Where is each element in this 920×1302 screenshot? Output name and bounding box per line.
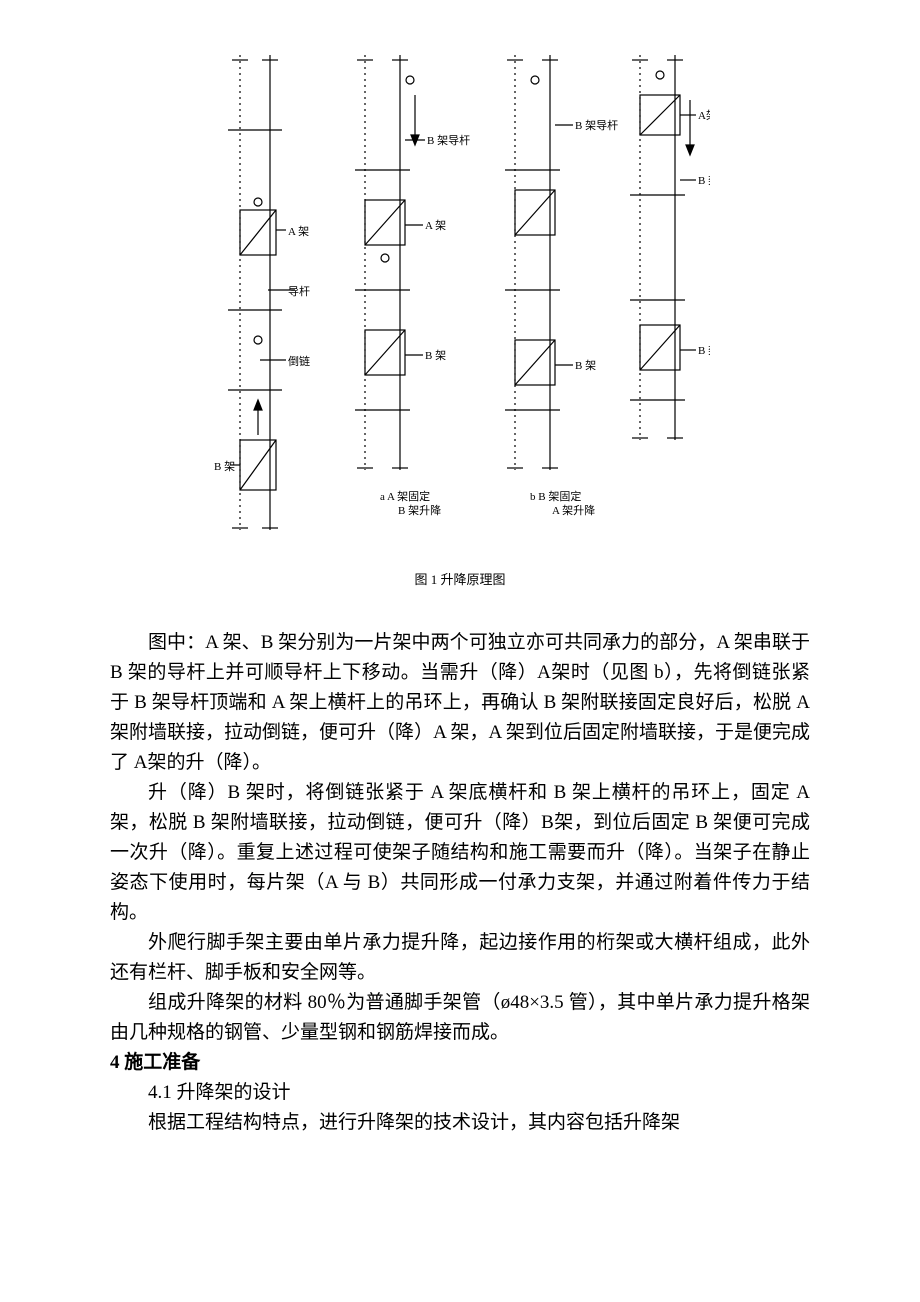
subcaption-b-1: b B 架固定 xyxy=(530,489,581,503)
paragraph-4: 组成升降架的材料 80％为普通脚手架管（ø48×3.5 管），其中单片承力提升格… xyxy=(110,988,810,1048)
label-a-frame: A 架 xyxy=(288,225,309,238)
figure-caption: 图 1 升降原理图 xyxy=(110,569,810,588)
label-guide-rod: 导杆 xyxy=(288,284,310,298)
label-b-frame: B 架 xyxy=(214,460,235,473)
label-chain: 倒链 xyxy=(288,354,310,368)
figure-1: A 架 导杆 倒链 B 架 xyxy=(110,40,810,588)
label-b-guide-2: B 架导杆 xyxy=(575,118,618,132)
label-a-frame-2: A 架 xyxy=(425,219,446,232)
label-b-frame-2: B 架 xyxy=(425,349,446,362)
subcaption-a-1: a A 架固定 xyxy=(380,489,430,503)
label-b-frame-4: B 架 xyxy=(698,344,710,357)
subcaption-a-2: B 架升降 xyxy=(398,503,441,517)
heading-4: 4 施工准备 xyxy=(110,1048,810,1078)
label-a-frame-4: A架 xyxy=(698,109,710,122)
subheading-4-1: 4.1 升降架的设计 xyxy=(110,1078,810,1108)
paragraph-2: 升（降）B 架时，将倒链张紧于 A 架底横杆和 B 架上横杆的吊环上，固定 A … xyxy=(110,778,810,928)
label-b-guide-3: B 架导杆 xyxy=(698,173,710,187)
page-content: A 架 导杆 倒链 B 架 xyxy=(0,0,920,1198)
paragraph-1: 图中：A 架、B 架分别为一片架中两个可独立亦可共同承力的部分，A 架串联于 B… xyxy=(110,628,810,778)
paragraph-3: 外爬行脚手架主要由单片承力提升降，起边接作用的桁架或大横杆组成，此外还有栏杆、脚… xyxy=(110,928,810,988)
label-b-frame-3: B 架 xyxy=(575,359,596,372)
body-text: 图中：A 架、B 架分别为一片架中两个可独立亦可共同承力的部分，A 架串联于 B… xyxy=(110,628,810,1138)
lifting-principle-diagram: A 架 导杆 倒链 B 架 xyxy=(210,40,710,550)
subcaption-b-2: A 架升降 xyxy=(552,503,595,517)
paragraph-5: 根据工程结构特点，进行升降架的技术设计，其内容包括升降架 xyxy=(110,1108,810,1138)
label-b-guide: B 架导杆 xyxy=(427,133,470,147)
